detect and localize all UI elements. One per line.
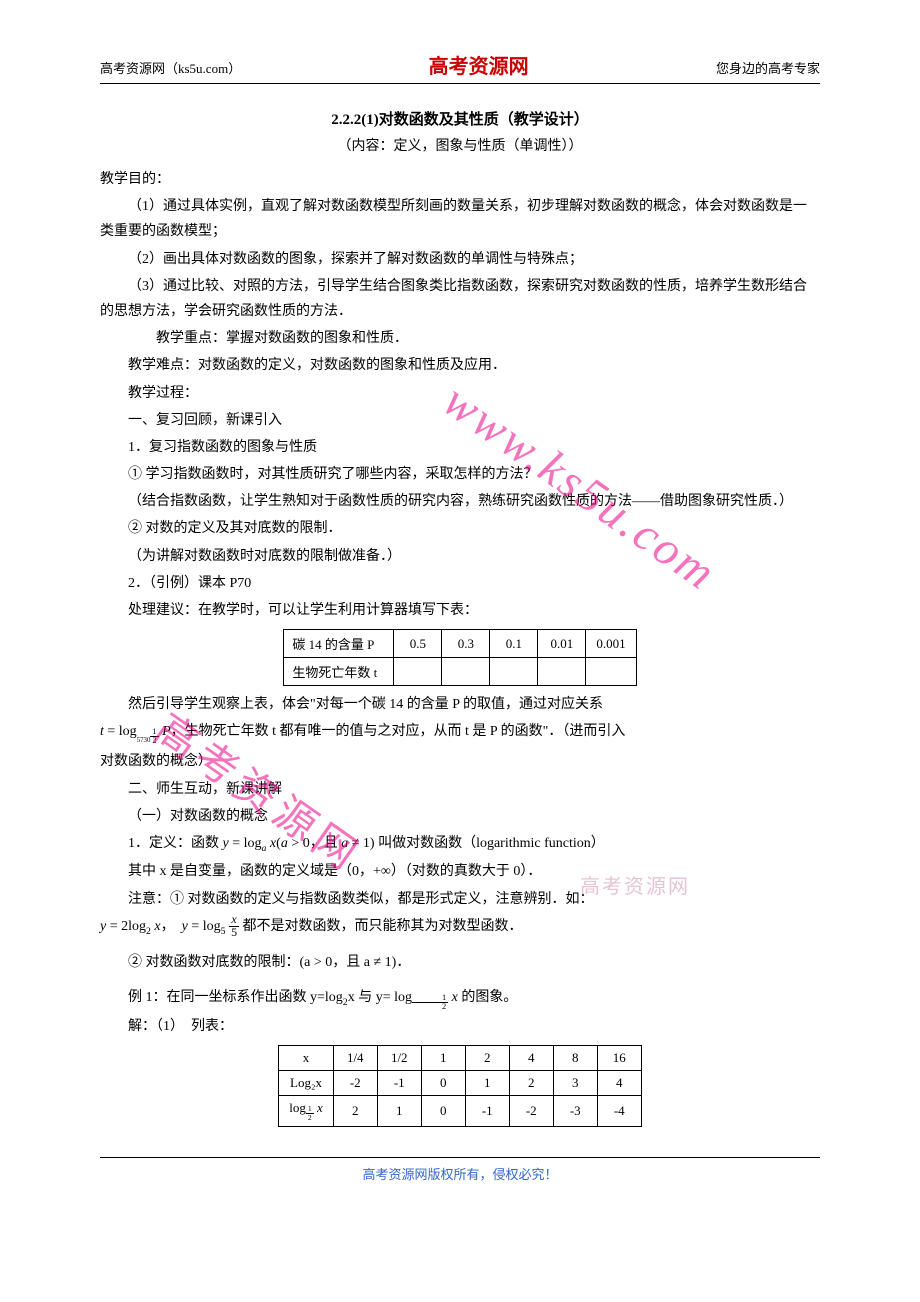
cell: 1 (377, 1096, 421, 1127)
table-row: log12 x 2 1 0 -1 -2 -3 -4 (279, 1096, 642, 1127)
cell: 0 (421, 1096, 465, 1127)
table-row: x 1/4 1/2 1 2 4 8 16 (279, 1046, 642, 1071)
row-label: 碳 14 的含量 P (284, 630, 394, 658)
cell: -2 (509, 1096, 553, 1127)
cell (538, 658, 586, 686)
ex1-suf: 的图象。 (458, 990, 518, 1005)
cell: 0.5 (394, 630, 442, 658)
cell: 1/2 (377, 1046, 421, 1071)
solve: 解：（1） 列表： (100, 1014, 820, 1039)
cell: 2 (465, 1046, 509, 1071)
s2-sub: （一）对数函数的概念 (100, 804, 820, 829)
note1-formula: y = 2log2 x， y = log5 x5 都不是对数函数，而只能称其为对… (100, 914, 820, 940)
table-row: Log₂x -2 -1 0 1 2 3 4 (279, 1071, 642, 1096)
cell: 4 (509, 1046, 553, 1071)
cell: 1 (465, 1071, 509, 1096)
cell (394, 658, 442, 686)
header-right: 您身边的高考专家 (716, 58, 820, 77)
formula-line: t = log573012 P，生物死亡年数 t 都有唯一的值与之对应，从而 t… (100, 719, 820, 747)
note-title: 注意： (128, 892, 170, 907)
goal-2: （2）画出具体对数函数的图象，探索并了解对数函数的单调性与特殊点； (100, 247, 820, 272)
cell (442, 658, 490, 686)
cell: x (279, 1046, 334, 1071)
cell: 4 (597, 1071, 641, 1096)
cell: 1/4 (333, 1046, 377, 1071)
doc-title: 2.2.2(1)对数函数及其性质（教学设计） (100, 108, 820, 129)
s1-1b: （结合指数函数，让学生熟知对于函数性质的研究内容，熟练研究函数性质的方法——借助… (100, 489, 820, 514)
cell: 3 (553, 1071, 597, 1096)
goal-heading: 教学目的： (100, 167, 820, 192)
note2: ② 对数函数对底数的限制：(a > 0，且 a ≠ 1)． (100, 950, 820, 975)
log-table: x 1/4 1/2 1 2 4 8 16 Log₂x -2 -1 0 1 2 3… (278, 1045, 642, 1127)
header-left: 高考资源网（ks5u.com） (100, 58, 241, 77)
cell: -4 (597, 1096, 641, 1127)
cell: 8 (553, 1046, 597, 1071)
page-header: 高考资源网（ks5u.com） 高考资源网 您身边的高考专家 (100, 50, 820, 79)
ex1-pre: 例 1：在同一坐标系作出函数 y=log (128, 990, 343, 1005)
difficulty: 教学难点：对数函数的定义，对数函数的图象和性质及应用． (100, 353, 820, 378)
note: 注意：① 对数函数的定义与指数函数类似，都是形式定义，注意辨别．如： (100, 887, 820, 912)
cell: -1 (465, 1096, 509, 1127)
row-label: 生物死亡年数 t (284, 658, 394, 686)
def-pre: 1．定义：函数 (128, 836, 223, 851)
cell: -2 (333, 1071, 377, 1096)
cell (586, 658, 636, 686)
s1-2: 2．（引例）课本 P70 (100, 571, 820, 596)
s1-1a: ① 学习指数函数时，对其性质研究了哪些内容，采取怎样的方法？ (100, 462, 820, 487)
goal-3: （3）通过比较、对照的方法，引导学生结合图象类比指数函数，探索研究对数函数的性质… (100, 274, 820, 324)
cell: log12 x (279, 1096, 334, 1127)
cell: 16 (597, 1046, 641, 1071)
page-footer: 高考资源网版权所有，侵权必究！ (100, 1157, 820, 1183)
s1-2a: 处理建议：在教学时，可以让学生利用计算器填写下表： (100, 598, 820, 623)
cell: 0.001 (586, 630, 636, 658)
cell: Log₂x (279, 1071, 334, 1096)
carbon-table: 碳 14 的含量 P 0.5 0.3 0.1 0.01 0.001 生物死亡年数… (283, 629, 636, 686)
doc-subtitle: （内容：定义，图象与性质（单调性）） (100, 135, 820, 155)
header-center: 高考资源网 (429, 50, 529, 79)
s1-1d: （为讲解对数函数时对底数的限制做准备．） (100, 544, 820, 569)
table-row: 生物死亡年数 t (284, 658, 636, 686)
cell: 0.3 (442, 630, 490, 658)
note1b: 都不是对数函数，而只能称其为对数型函数． (239, 919, 523, 934)
ex1-mid: x 与 y= (348, 990, 394, 1005)
def-mid: 叫做对数函数（logarithmic function） (378, 836, 605, 851)
cell (490, 658, 538, 686)
goal-1: （1）通过具体实例，直观了解对数函数模型所刻画的数量关系，初步理解对数函数的概念… (100, 194, 820, 244)
after-formula: 对数函数的概念） (100, 749, 820, 774)
cell: 0 (421, 1071, 465, 1096)
cell: 2 (333, 1096, 377, 1127)
after-table: 然后引导学生观察上表，体会"对每一个碳 14 的含量 P 的取值，通过对应关系 (100, 692, 820, 717)
section-2: 二、师生互动，新课讲解 (100, 777, 820, 802)
section-1: 一、复习回顾，新课引入 (100, 408, 820, 433)
definition: 1．定义：函数 y = loga x(a > 0，且 a ≠ 1) 叫做对数函数… (100, 831, 820, 857)
example-1: 例 1：在同一坐标系作出函数 y=log2x 与 y= log12 x 的图象。 (100, 985, 820, 1011)
s1-1c: ② 对数的定义及其对底数的限制． (100, 516, 820, 541)
cell: 0.1 (490, 630, 538, 658)
cell: 2 (509, 1071, 553, 1096)
cell: 0.01 (538, 630, 586, 658)
cell: -3 (553, 1096, 597, 1127)
def-var: 其中 x 是自变量，函数的定义域是（0，+∞）（对数的真数大于 0）． (100, 859, 820, 884)
table-row: 碳 14 的含量 P 0.5 0.3 0.1 0.01 0.001 (284, 630, 636, 658)
formula-text: ，生物死亡年数 t 都有唯一的值与之对应，从而 t 是 P 的函数"．（进而引入 (171, 724, 626, 739)
process: 教学过程： (100, 381, 820, 406)
s1-1: 1．复习指数函数的图象与性质 (100, 435, 820, 460)
cell: 1 (421, 1046, 465, 1071)
cell: -1 (377, 1071, 421, 1096)
header-divider (100, 83, 820, 84)
note1: ① 对数函数的定义与指数函数类似，都是形式定义，注意辨别．如： (170, 892, 594, 907)
focus: 教学重点：掌握对数函数的图象和性质． (100, 326, 820, 351)
